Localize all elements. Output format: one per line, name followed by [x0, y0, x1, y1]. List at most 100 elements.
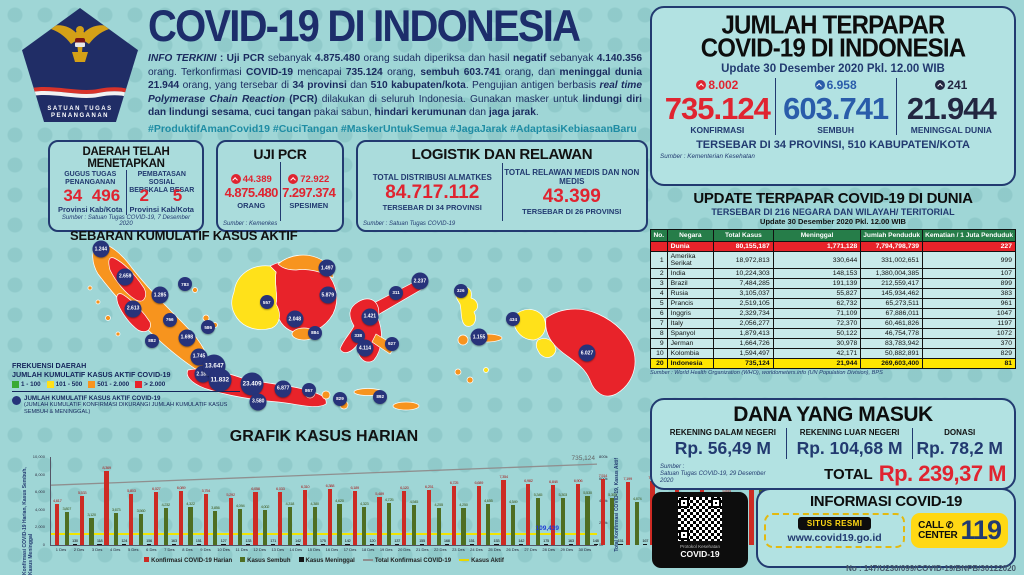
increase-icon	[230, 174, 241, 184]
card-logistik-source: Sumber : Satuan Tugas COVID-19	[363, 221, 456, 227]
map-badge: 892	[373, 389, 388, 404]
call-center-box: CALL ✆ CENTER 119	[911, 513, 1008, 548]
bar-group: 6,310 4,380 175	[301, 484, 326, 545]
map-badge: 1.698	[178, 329, 196, 347]
card-pcr-source: Sumber : Kemenkes	[223, 221, 278, 227]
map-title: SEBARAN KUMULATIF KASUS AKTIF	[70, 228, 298, 243]
table-row: 6 Inggris 2,329,734 71,109 67,886,011 1047	[650, 308, 1016, 319]
map-badge: 2.659	[116, 268, 134, 286]
relawan-col: TOTAL RELAWAN MEDIS DAN NON MEDIS 43.399…	[503, 163, 642, 221]
dana-value: Rp. 56,49 M	[674, 438, 771, 458]
dana-label: DONASI	[944, 428, 976, 437]
table-row: 2 India 10,224,303 148,153 1,380,004,385 107	[650, 268, 1016, 279]
bar-group: 7,514 5,305 151	[599, 473, 624, 545]
legend-note: (JUMLAH KUMULATIF KONFIRMASI DIKURANGI J…	[24, 402, 228, 415]
qr-caption-2: COVID-19	[680, 549, 720, 559]
panel-dana: DANA YANG MASUK REKENING DALAM NEGERI Rp…	[650, 398, 1016, 490]
logistik-value: 84.717.112	[385, 181, 480, 203]
world-subtitle-2: Update 30 Desember 2020 Pkl. 12.00 WIB	[760, 217, 906, 226]
trendline-end-label: 735,124	[571, 455, 596, 463]
table-row: 20 Indonesia 735,124 21,944 269,603,400 81	[650, 358, 1016, 369]
bar-group: 6,388 4,620 142	[326, 483, 351, 545]
map-badge: 927	[384, 336, 399, 351]
center-word: CENTER	[918, 530, 958, 541]
page-title: COVID-19 DI INDONESIA	[148, 1, 581, 52]
increase-icon	[696, 80, 707, 90]
dana-title: DANA YANG MASUK	[733, 403, 933, 426]
logo-text-3: COVID-19	[46, 121, 114, 136]
hashtags: #ProduktifAmanCovid19 #CuciTangan #Maske…	[148, 122, 637, 135]
bar-group: 6,725 4,250 151	[450, 480, 475, 545]
gugus-tugas-col: GUGUS TUGAS PENANGANAN 34 Provinsi 496 K…	[55, 170, 126, 215]
pcr-delta: 72.922	[300, 173, 330, 185]
bar-group: 5,803 3,560 156	[127, 488, 152, 545]
qr-code-block: Protokol Kesehatan COVID-19	[652, 492, 748, 568]
stat-cards-row: DAERAH TELAH MENETAPKAN GUGUS TUGAS PENA…	[48, 140, 648, 232]
total-confirmed-trendline	[50, 463, 598, 486]
legend-title-1: FREKUENSI DAERAH	[12, 361, 87, 370]
stat-label: Kab/Kota	[89, 205, 123, 214]
chart-legend-item: Kasus Sembuh	[240, 557, 291, 564]
logistik-sub: TERSEBAR DI 26 PROVINSI	[522, 207, 622, 216]
stat-label: MENINGGAL DUNIA	[910, 125, 992, 135]
bar-group: 6,120 4,545 155	[400, 486, 425, 545]
bar-group: 6,033 4,318 142	[276, 486, 301, 545]
stat-value: 21.944	[906, 91, 997, 126]
daily-chart-section: GRAFIK KASUS HARIAN Konfirmasi COVID-19 …	[0, 428, 797, 575]
card-logistik: LOGISTIK DAN RELAWAN TOTAL DISTRIBUSI AL…	[356, 140, 648, 232]
table-row: 8 Spanyol 1,879,413 50,122 46,754,778 1072	[650, 328, 1016, 339]
delta-value: 6.958	[826, 78, 857, 92]
panel-jumlah-terpapar: JUMLAH TERPAPAR COVID-19 DI INDONESIA Up…	[650, 6, 1016, 186]
jumlah-spread: TERSEBAR DI 34 PROVINSI, 510 KABUPATEN/K…	[696, 139, 970, 151]
legend-item: 1 - 100	[12, 381, 41, 388]
almatkes-col: TOTAL DISTRIBUSI ALMATKES 84.717.112 TER…	[363, 163, 502, 221]
card-pcr-title: UJI PCR	[253, 146, 307, 162]
bar-group: 5,754 3,856 127	[202, 489, 227, 545]
document-number: No : 147/U230/099/COVID-19/BNPB/30122020	[846, 564, 1016, 573]
bar-group: 7,199 4,874 167	[623, 476, 648, 545]
logistik-label: TOTAL DISTRIBUSI ALMATKES	[372, 172, 492, 182]
active-cases-line	[51, 532, 597, 535]
map-badge: 11.832	[208, 368, 232, 392]
stat-value: 735.124	[664, 91, 771, 126]
bar-group: 7,354 4,549 142	[499, 475, 524, 545]
bar-group: 4,617 3,807 130	[53, 499, 78, 545]
map-badge: 2.048	[286, 310, 304, 328]
chart-legend: Konfirmasi COVID-19 Harian Kasus Sembuh Ka…	[0, 557, 648, 564]
legend-note-title: JUMLAH KUMULATIF KASUS AKTIF COVID-19	[24, 395, 161, 402]
stat-value: 2	[139, 186, 150, 205]
logo-text-1: SATUAN TUGAS	[47, 106, 113, 112]
jumlah-title-2: COVID-19 DI INDONESIA	[700, 33, 966, 64]
map-badge: 338	[351, 328, 366, 343]
call-word: CALL	[918, 520, 944, 531]
bar-group: 6,027 4,232 163	[152, 487, 177, 545]
flag-ribbon-icon	[28, 75, 132, 106]
divider	[501, 163, 503, 221]
world-table-body: Dunia 80,155,187 1,771,128 7,794,798,739 227…	[650, 241, 1016, 369]
x-axis-labels: 1 Des 2 Des 3 Des 4 Des 5 Des 6 Des 7 Des 8 Des…	[55, 547, 592, 552]
table-row: Dunia 80,155,187 1,771,128 7,794,798,739 227	[650, 241, 1016, 252]
jumlah-title-1: JUMLAH TERPAPAR	[721, 10, 945, 41]
table-row: 5 Prancis 2,519,105 62,732 65,273,511 961	[650, 298, 1016, 309]
left-axis-ticks: 0 2,000 4,000 6,000 8,000 10,000	[32, 454, 45, 547]
divider	[279, 162, 281, 221]
bar-group: 6,848 5,303 163	[549, 479, 574, 545]
bar-group: 8,369 3,673 124	[102, 466, 127, 545]
map-badge: 23.409	[240, 372, 264, 396]
bar-group: 6,089 4,322 151	[177, 486, 202, 545]
card-daerah-title: DAERAH TELAH MENETAPKAN	[82, 146, 170, 170]
map-badge: 311	[389, 285, 404, 300]
table-row: 9 Jerman 1,664,726 30,978 83,783,942 370	[650, 338, 1016, 349]
situs-resmi-box: SITUS RESMI www.covid19.go.id	[764, 513, 906, 548]
dana-label: REKENING LUAR NEGERI	[799, 428, 900, 437]
logo-text-2: PENANGANAN	[50, 113, 109, 119]
intro-text: INFO TERKINI : Uji PCR sebanyak 4.875.48…	[148, 53, 643, 119]
map-badge: 2.237	[411, 272, 429, 290]
situs-url: www.covid19.go.id	[787, 532, 882, 544]
qr-caption-1: Protokol Kesehatan	[679, 544, 721, 549]
bar-group: 6,189 4,323 120	[350, 485, 376, 545]
legend-item: > 2.000	[135, 381, 165, 388]
pcr-label: ORANG	[237, 200, 266, 210]
table-row: 1 Amerika Serikat 18,972,813 330,644 331,002…	[650, 251, 1016, 269]
chart-bars: 4,617 3,807 130 5,533 3,120 118 8,369 3,673 124 5…	[51, 457, 797, 545]
